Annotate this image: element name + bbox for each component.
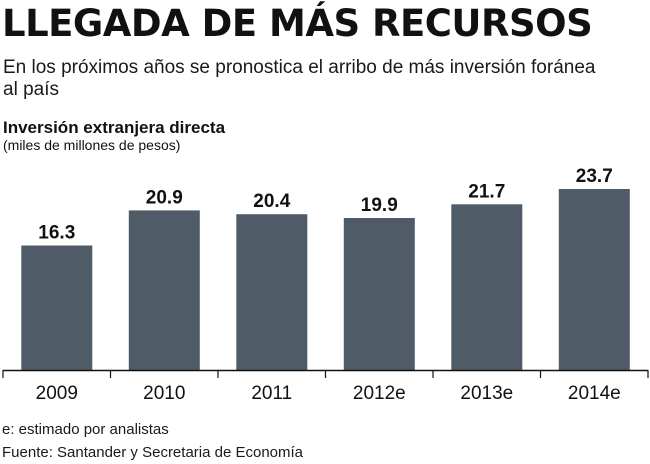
bar-chart: 16.3 20.9 20.4 19.9 21.7 23.7 2009 2010 2011 201…	[2, 166, 649, 404]
x-tick-label-2009: 2009	[36, 383, 78, 404]
chart-title: Inversión extranjera directa	[3, 118, 226, 137]
x-tick-label-2013e: 2013e	[460, 383, 513, 404]
value-label-2011: 20.4	[253, 191, 290, 212]
value-label-2010: 20.9	[146, 187, 183, 208]
subtitle: En los próximos años se pronostica el ar…	[3, 57, 596, 100]
bar-2013e	[451, 204, 523, 370]
headline: LLEGADA DE MÁS RECURSOS	[2, 2, 593, 45]
x-tick-label-2011: 2011	[251, 383, 292, 404]
bar-2010	[128, 210, 200, 370]
bar-2009	[21, 245, 93, 370]
x-tick-label-2010: 2010	[143, 383, 185, 404]
value-label-2012e: 19.9	[361, 195, 398, 216]
value-labels-layer: 16.3 20.9 20.4 19.9 21.7 23.7	[38, 166, 612, 244]
estimate-note: e: estimado por analistas	[2, 421, 169, 438]
source-note: Fuente: Santander y Secretaria de Econom…	[2, 444, 304, 461]
x-tick-label-2012e: 2012e	[353, 383, 406, 404]
bars-layer	[21, 189, 630, 370]
x-axis: 2009 2010 2011 2012e 2013e 2014e	[2, 369, 649, 404]
chart-unit: (miles de millones de pesos)	[3, 137, 181, 153]
x-tick-label-2014e: 2014e	[568, 383, 621, 404]
bar-2012e	[343, 218, 415, 370]
value-label-2013e: 21.7	[468, 181, 505, 202]
value-label-2009: 16.3	[38, 223, 75, 244]
bar-2011	[236, 214, 308, 370]
bar-2014e	[558, 189, 630, 370]
value-label-2014e: 23.7	[576, 166, 613, 187]
